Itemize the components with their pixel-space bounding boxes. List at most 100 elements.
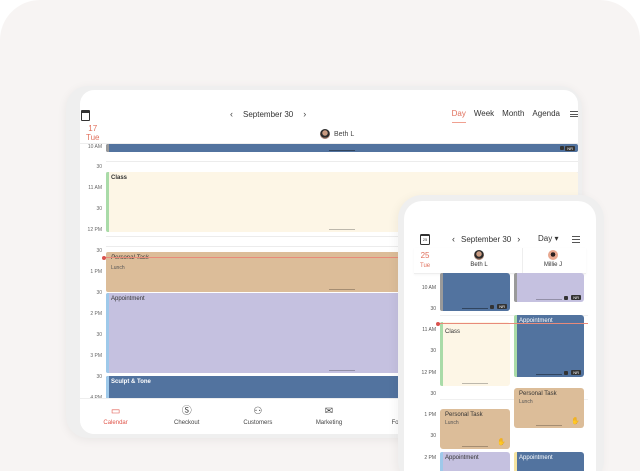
tab-week[interactable]: Week [473,109,495,118]
staff-column-header[interactable]: Beth L [444,250,514,268]
next-day-button[interactable]: › [303,109,307,119]
staff-name: Millie J [543,262,563,268]
tab-label: Customers [243,420,273,426]
tab-checkout[interactable]: Ⓢ Checkout [151,399,222,434]
resize-handle[interactable] [329,289,355,290]
tab-label: Calendar [103,420,128,426]
event-personal-task[interactable]: Personal Task Lunch ✋ [514,388,584,428]
hand-icon: ✋ [571,418,580,425]
note-icon [564,296,568,300]
note-icon [564,371,568,375]
time-label: 11 AM [88,185,102,191]
event-title: Personal Task [445,412,483,418]
current-time-dot [436,321,440,326]
calendar-icon: ▭ [110,406,121,417]
staff-name: Beth L [470,262,488,268]
grid-line [106,236,578,237]
current-date[interactable]: September 30 [243,109,294,119]
event-color-bar [514,452,517,471]
customers-icon: ⚇ [253,406,263,417]
tab-label: Marketing [315,420,343,426]
staff-name: Beth L [334,130,355,138]
time-label: 12 PM [421,370,436,376]
day-indicator: 25 Tue [420,251,430,271]
event-title: Sculpt & Tone [111,379,151,385]
date-navigator: ‹ September 30 › [230,109,306,119]
hamburger-icon[interactable] [572,236,580,243]
calendar-icon[interactable] [81,110,90,121]
event-subtitle: Lunch [445,420,459,426]
event-title: Appointment [519,455,553,461]
next-day-button[interactable]: › [517,234,521,244]
time-label: 30 [430,433,436,439]
time-label: 30 [430,348,436,354]
phone-screen: 25 ‹ September 30 › Day ▾ 25 Tue Beth L … [404,201,596,471]
view-dropdown[interactable]: Day ▾ [538,234,559,243]
tab-day[interactable]: Day [451,109,466,123]
resize-handle[interactable] [462,446,488,447]
view-switcher: Day Week Month Agenda [451,109,560,123]
resize-handle[interactable] [536,299,562,300]
tablet-day-header: 17 Tue Beth L [80,124,578,144]
date-navigator: ‹ September 30 › [452,234,520,244]
phone-toolbar: 25 ‹ September 30 › Day ▾ [404,233,596,247]
event-title: Class [445,329,461,335]
event-appointment[interactable]: Appointment NR [514,315,584,377]
time-label: 30 [96,248,102,254]
staff-column-header[interactable]: Millie J [518,250,588,268]
day-indicator: 17 Tue [86,124,100,142]
event-class[interactable]: Class [440,322,510,386]
envelope-icon: ✉ [324,406,334,417]
dollar-circle-icon: Ⓢ [181,406,192,417]
resize-handle[interactable] [329,229,355,230]
avatar [320,129,330,139]
calendar-icon[interactable]: 25 [420,234,430,245]
event-color-bar [440,452,443,471]
resize-handle[interactable] [462,308,488,309]
tab-month[interactable]: Month [502,109,525,118]
tab-agenda[interactable]: Agenda [532,109,560,118]
time-label: 12 PM [87,227,102,233]
time-label: 2 PM [424,455,436,461]
event-color-bar [106,293,109,373]
event-block[interactable]: NR [106,144,578,152]
tab-marketing[interactable]: ✉ Marketing [293,399,364,434]
event-personal-task[interactable]: Personal Task Lunch ✋ [440,409,510,449]
event-appointment[interactable]: Appointment [514,452,584,471]
avatar [474,250,484,260]
tab-customers[interactable]: ⚇ Customers [222,399,293,434]
resize-handle[interactable] [462,383,488,384]
event-appointment[interactable]: Appointment [440,452,510,471]
event-title: Class [111,175,128,181]
day-number: 25 [420,251,430,260]
day-weekday: Tue [86,133,100,142]
prev-day-button[interactable]: ‹ [230,109,233,119]
tab-calendar[interactable]: ▭ Calendar [80,399,151,434]
current-date[interactable]: September 30 [461,234,512,244]
staff-column-header[interactable]: Beth L [320,129,354,139]
event-color-bar [106,376,109,400]
current-time-dot [102,255,106,260]
time-label: 30 [96,332,102,338]
resize-handle[interactable] [536,425,562,426]
nr-badge: NR [571,370,581,375]
time-label: 3 PM [90,353,102,359]
resize-handle[interactable] [329,150,355,151]
prev-day-button[interactable]: ‹ [452,234,455,244]
event-block[interactable]: NR [440,273,510,311]
time-label: 10 AM [421,285,436,291]
event-color-bar [440,273,443,311]
current-time-indicator [436,321,588,326]
nr-badge: NR [571,295,581,300]
tablet-toolbar: ‹ September 30 › Day Week Month Agenda [80,106,578,128]
day-weekday: Tue [420,263,431,269]
resize-handle[interactable] [329,370,355,371]
resize-handle[interactable] [536,374,562,375]
grid-line [106,246,578,247]
current-time-indicator [102,255,578,260]
event-title: Appointment [111,296,145,302]
event-color-bar [106,172,109,232]
hamburger-icon[interactable] [570,111,578,117]
time-label: 30 [96,290,102,296]
event-block[interactable]: NR [514,273,584,302]
